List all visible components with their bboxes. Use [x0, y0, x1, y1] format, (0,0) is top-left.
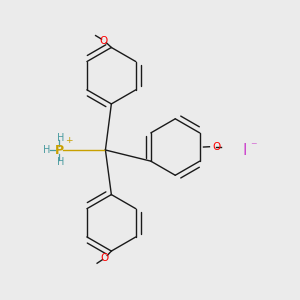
Text: ⁻: ⁻: [250, 140, 256, 153]
Text: H: H: [57, 133, 64, 142]
Text: P: P: [55, 143, 64, 157]
Text: +: +: [65, 136, 73, 145]
Text: O: O: [212, 142, 221, 152]
Text: H: H: [57, 158, 64, 167]
Text: O: O: [101, 253, 109, 262]
Text: H: H: [43, 145, 50, 155]
Text: I: I: [243, 142, 248, 158]
Text: O: O: [100, 36, 108, 46]
